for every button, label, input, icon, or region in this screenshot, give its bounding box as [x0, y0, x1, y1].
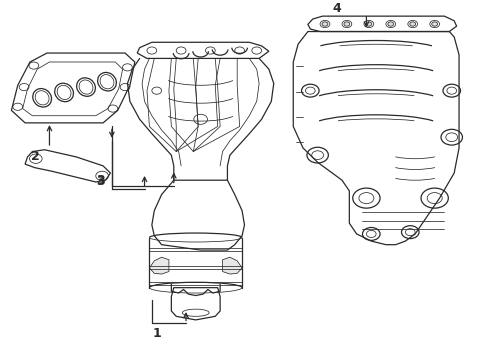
Polygon shape — [222, 257, 242, 274]
Text: 1: 1 — [152, 327, 161, 340]
Circle shape — [322, 22, 327, 26]
Text: 2: 2 — [31, 150, 40, 163]
Circle shape — [365, 22, 371, 26]
Text: 3: 3 — [96, 174, 105, 187]
Circle shape — [409, 22, 415, 26]
Polygon shape — [149, 257, 168, 274]
Text: 4: 4 — [332, 3, 341, 15]
Text: 3: 3 — [96, 175, 105, 189]
Circle shape — [343, 22, 349, 26]
Circle shape — [387, 22, 393, 26]
Circle shape — [431, 22, 437, 26]
